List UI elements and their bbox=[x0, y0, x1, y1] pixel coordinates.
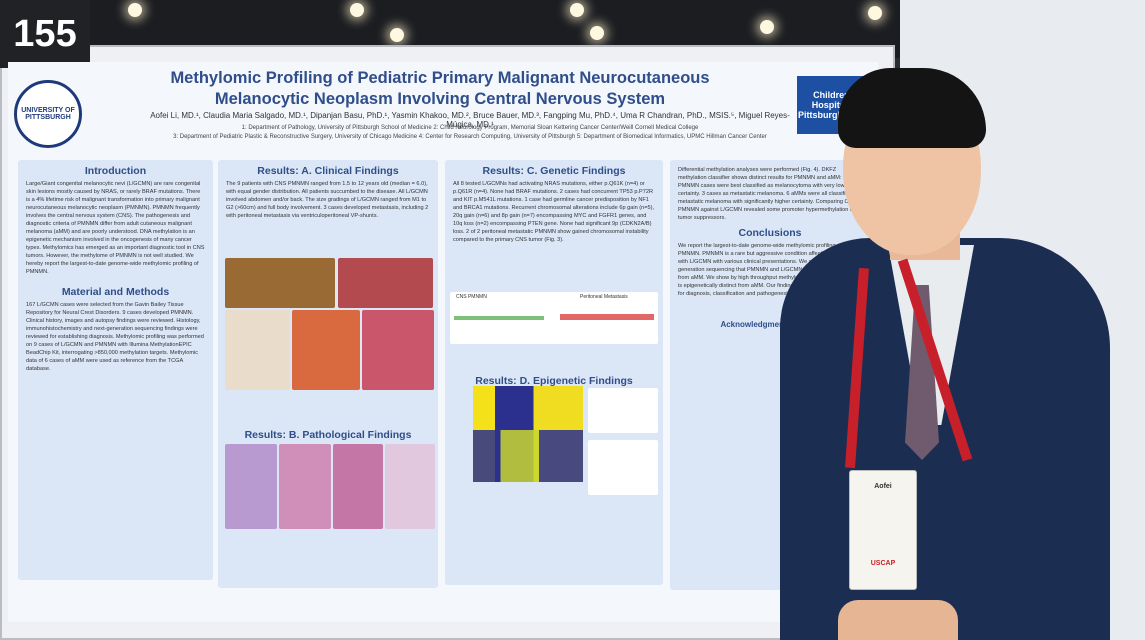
cnv-label-right: Peritoneal Metastasis bbox=[580, 294, 628, 300]
badge-org: USCAP bbox=[870, 560, 896, 567]
conclusions-text: We report the largest-to-date genome-wid… bbox=[678, 243, 862, 297]
badge-name: Aofei bbox=[874, 483, 892, 490]
genetic-column: Results: C. Genetic Findings All 8 teste… bbox=[445, 160, 663, 585]
poster-authors: Aofei Li, MD.¹, Claudia Maria Salgado, M… bbox=[150, 111, 790, 129]
genetic-text: All 8 tested L/GCMNs had activating NRAS… bbox=[453, 181, 655, 243]
intro-text: Large/Giant congenital melanocytic nevi … bbox=[26, 181, 205, 275]
cnv-label-left: CNS PMNMN bbox=[456, 294, 487, 300]
clinical-photo bbox=[225, 258, 335, 308]
person-hair bbox=[838, 68, 986, 148]
histology-image bbox=[385, 444, 435, 529]
methods-text: 167 L/GCMN cases were selected from the … bbox=[26, 302, 204, 372]
right-text: Differential methylation analyses were p… bbox=[678, 167, 860, 221]
name-badge: Aofei USCAP bbox=[849, 470, 917, 590]
ceiling-light bbox=[570, 3, 584, 17]
epigenetic-heading: Results: D. Epigenetic Findings bbox=[475, 375, 633, 387]
clinical-photo bbox=[225, 310, 290, 390]
clinical-photo bbox=[338, 258, 433, 308]
bar-chart-figure bbox=[588, 388, 658, 433]
ceiling-light bbox=[350, 3, 364, 17]
intro-heading: Introduction bbox=[84, 165, 147, 177]
methods-heading: Material and Methods bbox=[61, 286, 170, 298]
conclusions-heading: Conclusions bbox=[738, 227, 802, 239]
poster-title: Methylomic Profiling of Pediatric Primar… bbox=[170, 69, 710, 108]
clinical-heading: Results: A. Clinical Findings bbox=[257, 165, 399, 177]
clinical-photo bbox=[292, 310, 360, 390]
ceiling-light bbox=[760, 20, 774, 34]
histology-image bbox=[279, 444, 331, 529]
boxplot-figure bbox=[588, 440, 658, 495]
cnv-plot: CNS PMNMN Peritoneal Metastasis bbox=[450, 292, 658, 344]
histology-image bbox=[333, 444, 383, 529]
university-seal: UNIVERSITY OF PITTSBURGH bbox=[14, 80, 82, 148]
booth-number: 155 bbox=[0, 0, 90, 68]
ceiling-light bbox=[390, 28, 404, 42]
pathological-heading: Results: B. Pathological Findings bbox=[244, 429, 412, 441]
poster-affiliations: 1: Department of Pathology, University o… bbox=[173, 125, 767, 140]
ceiling-light bbox=[590, 26, 604, 40]
ceiling-light bbox=[868, 6, 882, 20]
intro-column: Introduction Large/Giant congenital mela… bbox=[18, 160, 213, 580]
person-hands bbox=[838, 600, 958, 640]
clinical-photo bbox=[362, 310, 434, 390]
acknowledgments-heading: Acknowledgments and Fu bbox=[720, 320, 820, 329]
ceiling-light bbox=[128, 3, 142, 17]
genetic-heading: Results: C. Genetic Findings bbox=[482, 165, 626, 177]
clinical-text: The 9 patients with CNS PMNMN ranged fro… bbox=[226, 181, 429, 219]
methylation-heatmap-lower bbox=[473, 430, 583, 482]
histology-image bbox=[225, 444, 277, 529]
